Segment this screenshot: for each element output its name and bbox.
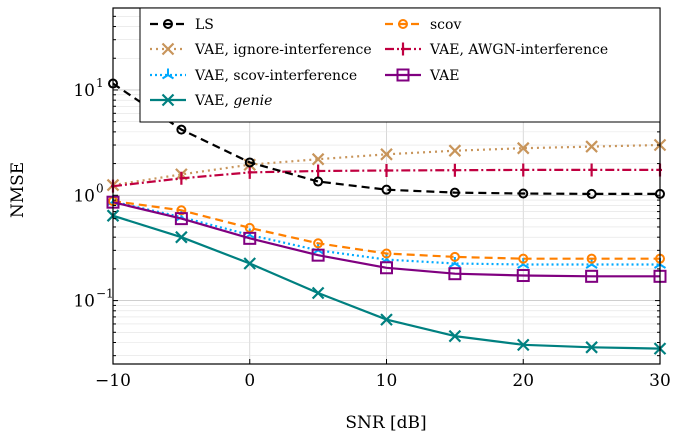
series-line (112, 201, 660, 278)
marker-circle (449, 187, 460, 198)
legend-label: VAE, genie (194, 93, 272, 109)
marker-x (380, 313, 393, 326)
legend-entry: VAE (385, 68, 460, 84)
series-1 (108, 196, 665, 264)
legend-entry: VAE, ignore-interference (150, 42, 372, 58)
marker-plus (247, 165, 252, 179)
marker-plus (452, 163, 457, 177)
marker-x (516, 141, 530, 155)
y-tick-exponent: 1 (96, 76, 104, 90)
legend-entry: VAE, genie (150, 93, 272, 109)
marker-x (243, 257, 257, 270)
x-axis-title: SNR [dB] (345, 413, 426, 433)
marker-x (516, 338, 530, 352)
marker-x (161, 93, 175, 107)
marker-x (448, 329, 462, 343)
marker-square (174, 212, 188, 226)
marker-circle (398, 19, 408, 29)
marker-circle (381, 248, 392, 259)
marker-plus (401, 42, 405, 56)
legend-label: scov (430, 17, 461, 33)
marker-circle (586, 188, 597, 199)
y-tick-exponent: 0 (96, 181, 104, 195)
y-tick-label: 10 (73, 186, 95, 206)
marker-circle (518, 188, 529, 199)
legend-entry: VAE, scov-interference (150, 68, 357, 84)
legend-label: VAE, AWGN-interference (429, 42, 608, 58)
marker-circle (176, 205, 187, 216)
x-tick-label: 0 (244, 371, 255, 391)
marker-plus (521, 163, 526, 177)
series-0 (108, 78, 665, 199)
marker-x (175, 230, 188, 244)
x-tick-label: 20 (512, 371, 534, 391)
y-tick-exponent: −1 (96, 287, 114, 301)
series-line (112, 200, 660, 260)
series-line (112, 82, 660, 195)
marker-square (396, 68, 410, 82)
marker-circle (586, 253, 597, 264)
marker-x (380, 148, 393, 161)
marker-circle (313, 238, 324, 249)
legend-label: VAE (429, 68, 460, 84)
legend-entry: scov (385, 17, 461, 33)
marker-square (585, 269, 599, 283)
marker-circle (449, 251, 460, 262)
marker-square (380, 261, 393, 275)
marker-x (448, 144, 462, 157)
marker-square (243, 231, 257, 245)
x-tick-label: 10 (376, 371, 398, 391)
marker-plus (589, 163, 594, 177)
marker-square (311, 248, 325, 262)
marker-circle (313, 176, 324, 187)
legend-label: LS (195, 17, 214, 33)
legend-label: VAE, ignore-interference (194, 42, 372, 58)
marker-tri (161, 68, 175, 80)
marker-plus (316, 164, 321, 178)
marker-plus (179, 171, 184, 185)
marker-plus (384, 163, 389, 177)
marker-square (516, 269, 530, 283)
y-axis-title: NMSE (8, 162, 28, 218)
marker-x (585, 140, 598, 153)
marker-x (585, 341, 598, 354)
marker-circle (381, 184, 392, 195)
legend: LS scov VAE, ignore-interference VAE, AWGN-… (139, 7, 661, 123)
marker-x (311, 152, 325, 166)
marker-circle (518, 253, 529, 264)
marker-circle (176, 124, 187, 135)
marker-x (161, 42, 175, 56)
y-tick-label: 10 (73, 81, 95, 101)
legend-entry: VAE, AWGN-interference (385, 42, 608, 58)
marker-square (448, 267, 462, 281)
series-line (112, 143, 661, 187)
marker-circle (244, 157, 255, 168)
marker-x (311, 286, 325, 300)
legend-entry: LS (150, 17, 214, 33)
y-tick-label: 10 (73, 292, 95, 312)
x-tick-label: −10 (95, 371, 131, 391)
x-tick-label: 30 (649, 371, 671, 391)
legend-label: VAE, scov-interference (194, 68, 357, 84)
marker-circle (163, 19, 173, 29)
